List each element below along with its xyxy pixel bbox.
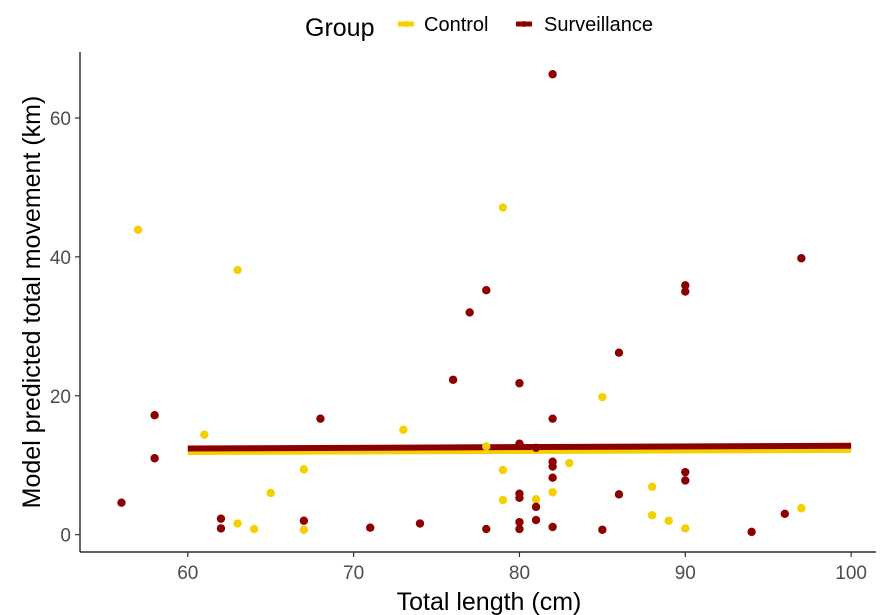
legend-label-surveillance: Surveillance (544, 14, 653, 36)
point-control (498, 203, 508, 212)
point-control (531, 495, 541, 504)
point-surveillance (515, 379, 524, 388)
point-surveillance (681, 287, 690, 296)
point-surveillance (515, 493, 524, 503)
point-control (200, 430, 209, 439)
y-axis-title: Model predicted total movement (km) (18, 96, 46, 509)
point-surveillance (681, 467, 690, 477)
legend-key-dot-control (403, 21, 409, 27)
legend-item-surveillance: Surveillance (516, 14, 653, 36)
legend-key-dot-surveillance (521, 21, 527, 27)
point-surveillance (415, 519, 425, 528)
legend-title: Group (305, 14, 374, 42)
point-control (133, 225, 143, 234)
point-control (664, 516, 673, 525)
point-control (233, 265, 242, 275)
point-surveillance (614, 348, 624, 357)
point-surveillance (366, 523, 375, 532)
point-surveillance (150, 410, 159, 420)
point-surveillance (482, 524, 491, 534)
point-surveillance (548, 462, 557, 471)
point-surveillance (299, 516, 309, 525)
point-control (233, 519, 242, 528)
point-surveillance (482, 285, 491, 295)
point-surveillance (747, 527, 756, 537)
legend-item-control: Control (398, 14, 488, 36)
y-ticks: 0 20 40 60 (50, 109, 80, 547)
point-surveillance (548, 473, 557, 482)
point-control (498, 495, 508, 505)
point-control (249, 524, 259, 534)
point-control (498, 465, 508, 475)
point-surveillance (548, 522, 557, 532)
point-surveillance (316, 414, 325, 423)
point-surveillance (531, 502, 541, 512)
point-surveillance (548, 70, 557, 79)
point-surveillance (448, 375, 458, 384)
point-control (647, 482, 657, 491)
point-control (299, 525, 309, 534)
x-tick-label: 80 (509, 563, 530, 584)
x-tick-label: 100 (835, 563, 867, 584)
legend-label-control: Control (424, 14, 488, 36)
x-axis-title: Total length (cm) (397, 588, 582, 615)
point-control (598, 392, 607, 402)
point-control (797, 504, 806, 513)
point-control (299, 465, 309, 474)
point-surveillance (216, 514, 226, 523)
point-control (482, 442, 491, 451)
point-surveillance (150, 454, 159, 463)
x-tick-label: 70 (343, 563, 364, 584)
point-control (266, 488, 275, 498)
point-surveillance (598, 525, 607, 534)
legend: Group Control Surveillance (305, 14, 653, 42)
point-surveillance (531, 515, 541, 525)
point-surveillance (614, 490, 624, 499)
point-surveillance (797, 254, 806, 263)
point-surveillance (515, 439, 524, 448)
point-control (565, 458, 574, 468)
point-surveillance (216, 524, 226, 533)
point-surveillance (117, 498, 126, 507)
point-control (548, 488, 557, 497)
point-surveillance (531, 443, 541, 453)
data-points (117, 70, 806, 537)
x-tick-label: 60 (177, 563, 198, 584)
point-surveillance (465, 308, 474, 317)
y-tick-label: 40 (50, 248, 71, 269)
fit-line-control (187, 446, 852, 455)
point-surveillance (681, 281, 690, 290)
x-ticks: 60 70 80 90 100 (177, 552, 867, 584)
point-surveillance (681, 476, 690, 485)
point-control (647, 510, 657, 520)
point-surveillance (515, 524, 524, 534)
point-surveillance (780, 509, 789, 519)
point-surveillance (515, 517, 524, 527)
y-tick-label: 60 (50, 109, 71, 130)
point-control (399, 425, 408, 434)
x-tick-label: 90 (675, 563, 696, 584)
y-tick-label: 20 (50, 387, 71, 408)
point-control (681, 524, 690, 533)
point-surveillance (548, 414, 557, 423)
y-tick-label: 0 (60, 526, 71, 547)
